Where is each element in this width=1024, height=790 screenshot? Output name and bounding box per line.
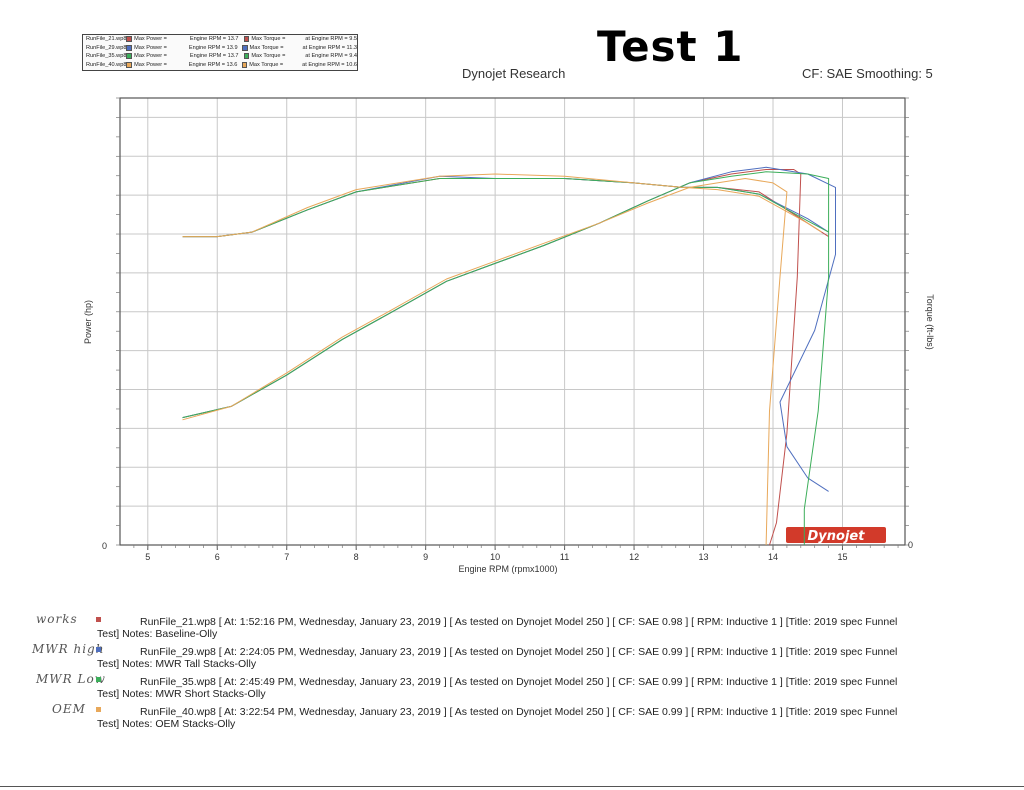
dynojet-watermark: Dynojet (786, 527, 886, 544)
x-tick-label: 11 (560, 552, 569, 562)
legend-swatch (243, 36, 250, 42)
note-line-continued: Test] Notes: MWR Tall Stacks-Olly (97, 658, 257, 670)
x-tick-label: 6 (215, 552, 220, 562)
x-tick-label: 12 (629, 552, 639, 562)
power-line (182, 171, 830, 545)
legend-power-rpm: Engine RPM = 13.9 (188, 44, 238, 51)
x-tick-label: 7 (284, 552, 289, 562)
note-line: RunFile_21.wp8 [ At: 1:52:16 PM, Wednesd… (140, 616, 898, 628)
handwritten-label: MWR high (32, 642, 105, 656)
x-tick-label: 10 (490, 552, 500, 562)
power-line (182, 169, 802, 546)
legend-file-name: RunFile_35.wp8 (86, 53, 127, 60)
watermark-text: Dynojet (808, 529, 866, 544)
x-tick-label: 5 (145, 552, 150, 562)
axis-ticks: 5 6 7 8 9 10 11 12 13 14 15 (116, 97, 909, 562)
legend-swatch (126, 44, 133, 51)
note-line-continued: Test] Notes: Baseline-Olly (97, 628, 218, 640)
note-block: MWR high RunFile_29.wp8 [ At: 2:24:05 PM,… (0, 642, 1024, 672)
note-line: RunFile_40.wp8 [ At: 3:22:54 PM, Wednesd… (140, 706, 898, 718)
handwritten-label: MWR Low (36, 672, 106, 686)
legend-swatch (126, 36, 133, 42)
legend-power-rpm: Engine RPM = 13.7 (189, 36, 239, 42)
legend-row: RunFile_29.wp8 Max Power = Engine RPM = 13… (86, 44, 357, 53)
legend-max-torque: Max Torque = (251, 53, 286, 60)
handwritten-label: OEM (52, 702, 86, 716)
legend-torque-rpm: at Engine RPM = 9.4 (305, 53, 357, 60)
dyno-chart: 5 6 7 8 9 10 11 12 13 14 15 Dynojet 0 0 Engine RPM… (83, 97, 935, 574)
legend-max-power: Max Power = (134, 36, 167, 42)
run-notes: works RunFile_21.wp8 [ At: 1:52:16 PM, We… (0, 612, 1024, 732)
legend-swatch (243, 53, 250, 60)
torque-line (182, 178, 829, 238)
legend-swatch (241, 61, 248, 68)
chart-brand-title: Dynojet Research (462, 66, 566, 81)
power-line (182, 178, 788, 546)
legend-power-rpm: Engine RPM = 13.6 (188, 61, 238, 68)
y-left-zero-label: 0 (102, 541, 107, 551)
legend-max-power: Max Power = (134, 53, 167, 60)
x-tick-label: 15 (837, 552, 847, 562)
note-block: MWR Low RunFile_35.wp8 [ At: 2:45:49 PM, … (0, 672, 1024, 702)
x-tick-label: 13 (699, 552, 709, 562)
torque-line (182, 178, 829, 238)
note-color-swatch (96, 647, 101, 652)
torque-line (182, 175, 829, 238)
note-color-swatch (96, 677, 101, 682)
legend-row: RunFile_40.wp8 Max Power = Engine RPM = 13… (86, 61, 357, 70)
grid (120, 98, 905, 545)
note-line: RunFile_29.wp8 [ At: 2:24:05 PM, Wednesd… (140, 646, 898, 658)
test-title: Test 1 (597, 22, 744, 71)
plot-border (119, 97, 906, 546)
handwritten-label: works (36, 612, 78, 626)
chart-cf-info: CF: SAE Smoothing: 5 (802, 66, 933, 81)
legend-row: RunFile_21.wp8 Max Power = Engine RPM = 13… (86, 35, 357, 44)
legend-max-torque: Max Torque = (251, 36, 286, 42)
note-line-continued: Test] Notes: MWR Short Stacks-Olly (97, 688, 266, 700)
legend-power-rpm: Engine RPM = 13.7 (189, 53, 239, 60)
legend-max-power: Max Power = (134, 44, 167, 51)
x-tick-label: 14 (768, 552, 778, 562)
note-block: OEM RunFile_40.wp8 [ At: 3:22:54 PM, Wedn… (0, 702, 1024, 732)
power-line (182, 166, 836, 492)
bottom-divider (0, 786, 1024, 787)
legend-max-torque: Max Torque = (249, 44, 284, 51)
legend-file-name: RunFile_40.wp8 (86, 61, 127, 68)
legend-torque-rpm: at Engine RPM = 11.3 (302, 44, 357, 51)
legend-swatch (126, 61, 133, 68)
x-axis-title: Engine RPM (rpmx1000) (458, 564, 557, 574)
legend-row: RunFile_35.wp8 Max Power = Engine RPM = 13… (86, 52, 357, 61)
watermark-badge (786, 527, 886, 543)
legend-file-name: RunFile_29.wp8 (86, 44, 127, 51)
torque-line (182, 173, 822, 238)
legend-swatch (126, 53, 133, 60)
note-line-continued: Test] Notes: OEM Stacks-Olly (97, 718, 236, 730)
note-line: RunFile_35.wp8 [ At: 2:45:49 PM, Wednesd… (140, 676, 898, 688)
x-tick-label: 9 (423, 552, 428, 562)
legend-box: RunFile_21.wp8 Max Power = Engine RPM = 13… (82, 34, 358, 71)
note-color-swatch (96, 707, 101, 712)
legend-swatch (241, 44, 248, 51)
note-color-swatch (96, 617, 101, 622)
legend-torque-rpm: at Engine RPM = 10.6 (302, 61, 357, 68)
note-block: works RunFile_21.wp8 [ At: 1:52:16 PM, We… (0, 612, 1024, 642)
y-left-axis-title: Power (hp) (83, 300, 93, 344)
y-right-zero-label: 0 (908, 540, 913, 550)
legend-max-power: Max Power = (134, 61, 167, 68)
legend-file-name: RunFile_21.wp8 (86, 36, 127, 42)
legend-max-torque: Max Torque = (249, 61, 284, 68)
legend-torque-rpm: at Engine RPM = 9.5 (305, 36, 357, 42)
y-right-axis-title: Torque (ft-lbs) (925, 294, 935, 350)
series-lines (182, 166, 836, 546)
x-tick-label: 8 (354, 552, 359, 562)
